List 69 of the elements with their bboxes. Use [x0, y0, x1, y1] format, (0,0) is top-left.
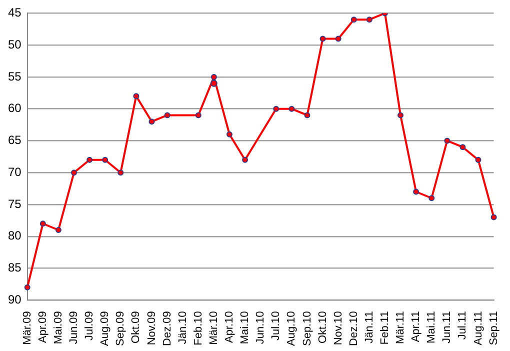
- x-tick-label: Jun.10: [254, 311, 267, 344]
- point: [210, 74, 217, 80]
- point: [102, 156, 108, 163]
- point: [475, 156, 482, 163]
- point: [40, 220, 46, 227]
- x-tick-label: Apr.10: [224, 311, 236, 343]
- point: [304, 112, 310, 118]
- x-tick-label: Jun.09: [68, 311, 80, 344]
- x-tick-label: Mai.10: [239, 311, 252, 344]
- point: [460, 144, 466, 150]
- x-tick-label: Jul.10: [270, 311, 282, 340]
- y-tick-label: 65: [8, 133, 22, 148]
- x-tick-label: Mär.09: [21, 311, 34, 345]
- x-tick-label: Dez.10: [348, 311, 360, 346]
- x-tick-label: Mai.09: [52, 311, 64, 344]
- point: [195, 112, 202, 118]
- x-tick-label: Sep.11: [488, 311, 500, 346]
- point: [428, 195, 435, 202]
- point: [490, 214, 497, 220]
- y-tick-label: 60: [8, 101, 22, 116]
- point: [366, 16, 372, 23]
- point: [148, 118, 155, 125]
- y-tick-label: 55: [8, 69, 22, 84]
- x-tick-label: Aug.10: [286, 311, 298, 346]
- x-tick-label: Nov.10: [332, 311, 344, 346]
- y-tick-label: 85: [8, 260, 22, 275]
- point: [242, 156, 248, 163]
- point: [70, 170, 77, 176]
- y-tick-label: 75: [8, 196, 22, 211]
- y-tick-label: 70: [8, 164, 22, 179]
- x-tick-label: Apr.11: [410, 311, 422, 342]
- point: [118, 170, 124, 176]
- x-tick-label: Mär.10: [208, 311, 220, 345]
- point: [398, 112, 404, 118]
- point: [24, 284, 30, 290]
- x-tick-label: Dez.09: [161, 311, 174, 346]
- y-tick-label: 45: [8, 6, 22, 20]
- x-tick-label: Nov.09: [146, 311, 158, 346]
- x-tick-label: Apr.09: [36, 311, 49, 343]
- x-tick-label: Jul.11: [456, 311, 469, 340]
- x-tick-label: Mai.11: [426, 311, 438, 344]
- x-tick-label: Aug.09: [99, 311, 112, 346]
- y-tick-label: 80: [8, 228, 22, 243]
- x-tick-label: Sep.09: [114, 311, 127, 346]
- point: [320, 36, 326, 42]
- x-tick-label: Jul.09: [84, 311, 96, 340]
- point: [335, 36, 342, 42]
- point: [133, 93, 140, 100]
- point: [288, 106, 295, 112]
- x-tick-label: Mär.11: [394, 311, 407, 344]
- x-tick-label: Jän.11: [363, 311, 376, 344]
- y-tick-label: 90: [8, 292, 22, 306]
- point: [444, 138, 450, 144]
- point: [413, 188, 420, 195]
- point: [273, 106, 280, 112]
- x-tick-label: Feb.10: [192, 311, 204, 346]
- point: [55, 226, 62, 233]
- point: [226, 131, 232, 138]
- point: [164, 112, 170, 118]
- y-tick-label: 50: [8, 37, 22, 52]
- x-tick-label: Okt.09: [130, 311, 142, 344]
- x-tick-label: Okt.10: [316, 311, 329, 344]
- point: [350, 16, 357, 23]
- point: [86, 156, 93, 163]
- x-tick-label: Jun.11: [441, 311, 454, 344]
- x-tick-label: Sep.10: [301, 311, 314, 346]
- x-tick-label: Feb.11: [378, 311, 391, 345]
- x-tick-label: Jän.10: [176, 311, 189, 344]
- x-tick-label: Aug.11: [472, 311, 484, 346]
